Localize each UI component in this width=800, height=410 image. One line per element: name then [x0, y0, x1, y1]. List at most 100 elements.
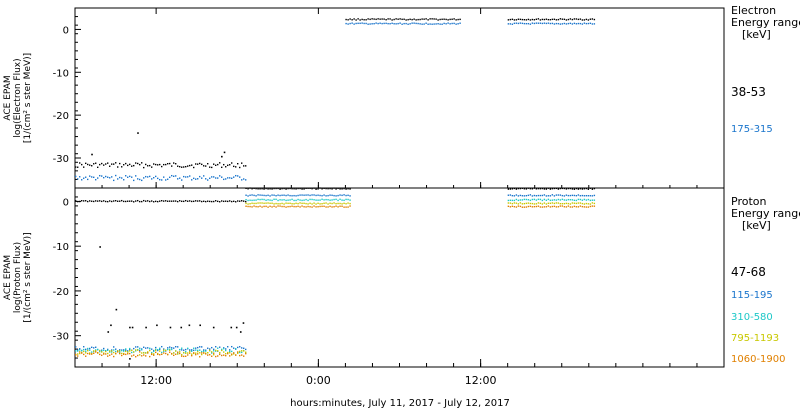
data-point [199, 356, 201, 358]
data-point [253, 202, 255, 205]
data-point [83, 346, 85, 348]
data-point [237, 175, 239, 177]
data-point [225, 178, 227, 180]
data-point [253, 199, 255, 201]
data-point [541, 206, 544, 208]
data-point [521, 195, 524, 197]
data-point [235, 347, 237, 350]
data-point [269, 202, 271, 204]
data-point [559, 23, 562, 25]
data-point [179, 351, 181, 353]
data-point [525, 22, 528, 25]
data-point [513, 19, 516, 21]
data-point [135, 356, 137, 358]
data-point [155, 346, 157, 349]
data-point [517, 22, 520, 25]
data-point [363, 22, 365, 25]
data-point [547, 198, 550, 201]
data-point [107, 349, 109, 351]
data-point [543, 18, 546, 21]
series-1060-1900 [75, 205, 596, 358]
data-point [167, 348, 169, 351]
data-point [127, 351, 129, 353]
data-point [549, 199, 552, 202]
data-point [161, 200, 163, 202]
data-point [549, 195, 552, 197]
data-point [155, 349, 157, 352]
data-point [449, 23, 451, 25]
data-point [225, 353, 227, 355]
data-point [375, 22, 377, 24]
data-point [343, 206, 345, 208]
data-point [79, 349, 81, 351]
data-point [215, 355, 217, 358]
data-point [327, 187, 329, 190]
data-point [277, 194, 279, 196]
data-point [325, 195, 327, 197]
data-point [103, 352, 105, 354]
data-point [241, 162, 243, 164]
data-point [337, 187, 339, 190]
data-point [217, 200, 219, 203]
data-point [241, 200, 243, 202]
data-point [307, 203, 309, 205]
data-point [541, 187, 544, 190]
data-point [507, 23, 510, 25]
data-point [423, 23, 425, 25]
data-point [283, 199, 285, 201]
y-tick-label: 0 [63, 25, 69, 36]
data-point [165, 200, 167, 202]
data-point [277, 199, 279, 202]
data-point [441, 18, 443, 20]
data-point [301, 188, 303, 190]
data-point [507, 19, 510, 21]
data-point [167, 347, 169, 349]
data-point [279, 205, 281, 207]
data-point [187, 347, 189, 350]
data-point [519, 202, 522, 204]
data-point [129, 348, 131, 351]
data-point [531, 22, 534, 24]
data-point [521, 22, 524, 25]
data-point [571, 202, 574, 204]
data-point [409, 18, 411, 20]
data-point [207, 200, 209, 202]
data-point [301, 205, 303, 207]
data-point [523, 202, 526, 205]
data-point [419, 23, 421, 25]
data-point [195, 163, 197, 165]
data-point [543, 188, 546, 190]
data-point [583, 203, 586, 205]
data-point [185, 176, 187, 178]
data-point [271, 206, 273, 208]
data-point [527, 22, 530, 25]
data-point [509, 199, 512, 201]
data-point [157, 348, 159, 351]
data-point [197, 351, 199, 353]
data-point [393, 18, 395, 21]
data-point [535, 18, 538, 20]
data-point [291, 195, 293, 197]
data-point [163, 163, 165, 166]
data-point [187, 352, 189, 354]
data-point [569, 187, 572, 190]
data-point [339, 194, 341, 196]
data-point [341, 205, 343, 207]
data-point [251, 188, 253, 190]
data-point [133, 354, 135, 356]
data-point [539, 202, 542, 205]
data-point [121, 354, 123, 357]
data-point [219, 353, 221, 356]
data-point [443, 22, 445, 25]
data-point [91, 165, 93, 167]
data-point [129, 175, 131, 178]
data-point [225, 349, 227, 352]
data-point [285, 188, 287, 190]
data-point [585, 206, 588, 208]
data-point [93, 347, 95, 349]
data-point [188, 324, 191, 327]
data-point [513, 199, 516, 202]
data-point [187, 354, 189, 356]
series-310-580 [75, 198, 596, 354]
